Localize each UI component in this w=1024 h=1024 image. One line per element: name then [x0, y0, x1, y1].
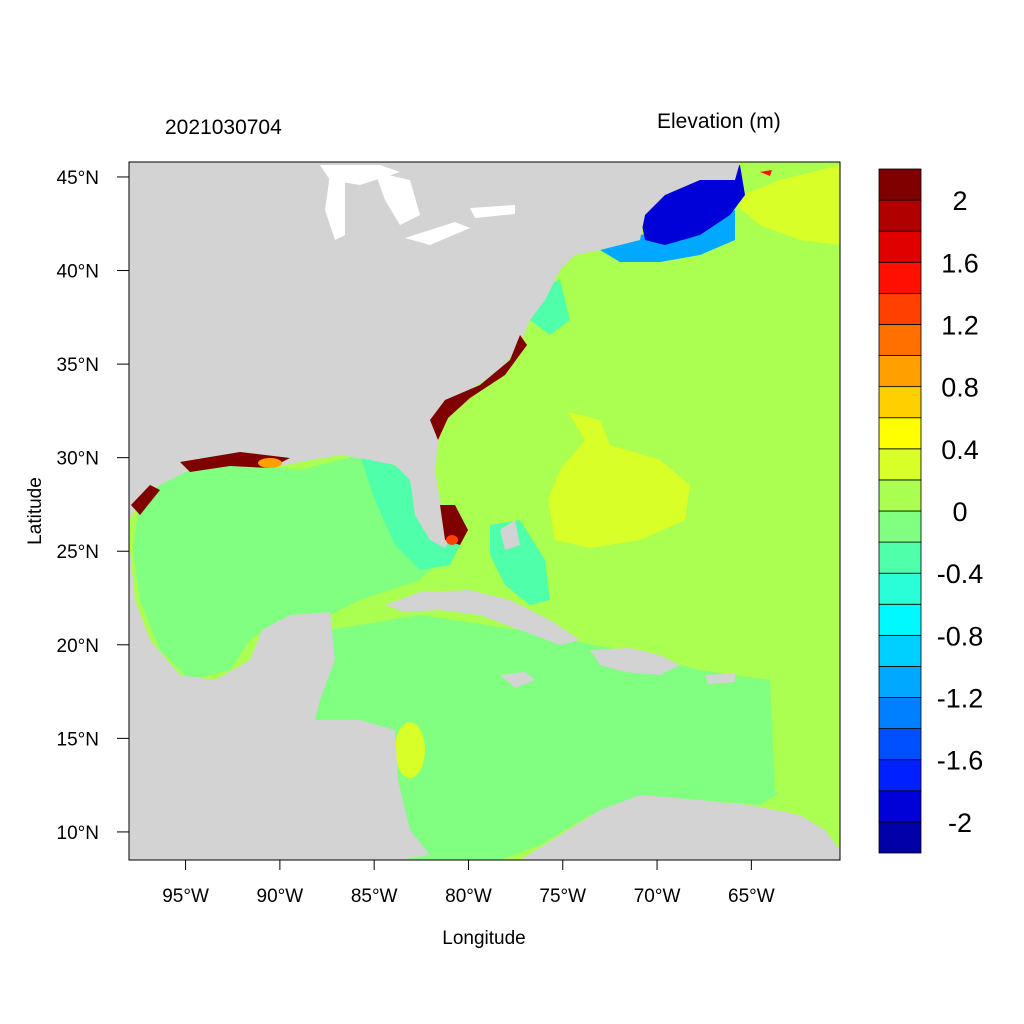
colorbar-swatch: [878, 572, 922, 605]
y-tick-label: 35°N: [57, 355, 99, 376]
colorbar-swatch: [878, 168, 922, 201]
map-panel: [129, 162, 840, 860]
x-tick-label: 80°W: [445, 886, 492, 907]
louisiana-surge: [180, 452, 290, 472]
eastern-caribbean: [770, 680, 830, 850]
x-axis-title: Longitude: [442, 928, 525, 949]
colorbar-swatch: [878, 292, 922, 325]
colorbar-label: 1.6: [941, 248, 979, 278]
puerto-rico-land: [705, 673, 735, 684]
colorbar-swatch: [878, 199, 922, 232]
colorbar-swatch: [878, 230, 922, 263]
colorbar: -2 -1.6 -1.2 -0.8 -0.4 0 0.4 0.8 1.2 1.6 2: [878, 168, 984, 854]
variable-label: Elevation (m): [657, 110, 781, 133]
colorbar-swatch: [878, 697, 922, 730]
colorbar-label: -0.8: [937, 621, 984, 651]
date-label: 2021030704: [165, 116, 282, 139]
y-tick-label: 30°N: [57, 449, 99, 470]
colorbar-swatch: [878, 510, 922, 543]
texas-surge: [131, 485, 160, 515]
gulf-of-maine-core: [640, 165, 745, 245]
jamaica-land: [500, 672, 535, 688]
x-tick-label: 75°W: [539, 886, 586, 907]
nicaragua-high: [395, 722, 425, 778]
colorbar-label: 1.2: [941, 310, 979, 340]
colorbar-label: 0: [952, 497, 967, 527]
y-tick-label: 25°N: [57, 542, 99, 563]
lake-michigan: [325, 175, 345, 240]
new-england-surge: [760, 170, 772, 176]
x-tick-label: 85°W: [351, 886, 398, 907]
x-axis-ticks: 95°W 90°W 85°W 80°W 75°W 70°W 65°W: [162, 860, 775, 907]
y-axis-title: Latitude: [25, 477, 46, 545]
y-tick-label: 10°N: [57, 823, 99, 844]
colorbar-swatch: [878, 603, 922, 636]
lake-huron: [375, 172, 420, 225]
y-axis-ticks: 45°N 40°N 35°N 30°N 25°N 20°N 15°N 10°N: [57, 168, 129, 844]
colorbar-swatch: [878, 324, 922, 356]
colorbar-label: -2: [948, 808, 972, 838]
colorbar-swatch: [878, 386, 922, 419]
colorbar-swatch: [878, 790, 922, 823]
colorbar-swatch: [878, 448, 922, 481]
cuba-land: [385, 590, 580, 645]
colorbar-label: -1.6: [937, 746, 984, 776]
y-tick-label: 45°N: [57, 168, 99, 189]
map-frame: [128, 161, 841, 861]
northeast-high: [730, 165, 840, 245]
colorbar-swatch: [878, 479, 922, 512]
y-tick-label: 40°N: [57, 262, 99, 283]
colorbar-swatch: [878, 634, 922, 667]
colorbar-swatch: [878, 417, 922, 450]
lake-erie: [405, 222, 470, 245]
colorbar-label: 2: [952, 186, 967, 216]
south-florida-surge-edge: [446, 535, 458, 545]
south-america-land: [520, 795, 840, 860]
x-tick-label: 70°W: [634, 886, 681, 907]
colorbar-swatch: [878, 261, 922, 294]
colorbar-label: -0.4: [937, 559, 984, 589]
x-tick-label: 95°W: [162, 886, 209, 907]
hispaniola-land: [590, 648, 680, 675]
colorbar-label: 0.4: [941, 435, 979, 465]
colorbar-swatch: [878, 821, 922, 854]
sargasso-high: [548, 412, 690, 548]
bahamas-land: [500, 520, 520, 550]
colorbar-swatch: [878, 355, 922, 388]
louisiana-surge-core: [258, 458, 282, 468]
gulf-of-mexico: [133, 455, 440, 680]
x-tick-label: 65°W: [728, 886, 775, 907]
x-tick-label: 90°W: [257, 886, 304, 907]
colorbar-label: 0.8: [941, 373, 979, 403]
colorbar-swatch: [878, 666, 922, 698]
central-america-land: [129, 540, 430, 860]
colorbar-swatch: [878, 541, 922, 574]
y-tick-label: 15°N: [57, 729, 99, 750]
south-florida-surge: [440, 505, 468, 545]
atlantic-coast-surge: [430, 335, 527, 440]
colorbar-swatch: [878, 759, 922, 792]
y-tick-label: 20°N: [57, 636, 99, 657]
north-america-land: [129, 162, 740, 548]
lake-ontario: [470, 205, 515, 218]
colorbar-label: -1.2: [937, 684, 984, 714]
colorbar-swatch: [878, 728, 922, 761]
